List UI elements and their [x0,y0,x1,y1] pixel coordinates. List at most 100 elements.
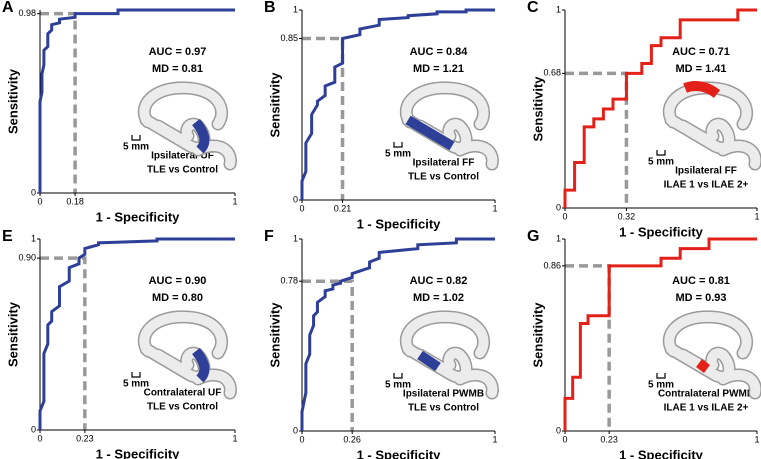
x-tick-label: 0.32 [618,211,636,221]
roc-curve [563,8,757,208]
tract-label: Ipsilateral PWMB [403,389,484,400]
roc-curve [563,237,757,431]
y-tick-label: 0 [31,424,36,434]
scale-bar [393,142,403,148]
y-tick-label: 1 [293,4,298,14]
y-tick-label: 0.78 [280,276,298,286]
y-axis-label: Sensitivity [267,302,282,368]
x-tick-label: 0 [562,434,567,444]
y-tick-label: 0 [31,187,36,197]
y-tick-label: 1 [293,233,298,243]
x-tick-label: 0 [37,433,42,443]
x-axis-label: 1 - Specificity [619,224,704,239]
y-tick-label: 0 [556,202,561,212]
tract-label: TLE vs Control [147,402,218,413]
cutoff-guide [302,36,345,200]
annotation: MD = 0.93 [675,292,726,304]
roc-curve [300,8,495,200]
y-tick-label: 1 [556,4,561,14]
tract-illustration [137,310,237,400]
tract-label: TLE vs Control [408,172,479,183]
x-axis-label: 1 - Specificity [96,209,181,224]
roc-curve [38,8,235,193]
tract-highlight [405,115,455,151]
x-tick-label: 1 [492,434,497,444]
tract-label: Contralateral PWMB [658,389,754,400]
x-tick-label: 0.21 [334,203,352,213]
x-axis-label: 1 - Specificity [96,446,181,459]
tract-illustration [662,81,761,171]
y-tick-label: 0 [293,425,298,435]
annotation: AUC = 0.71 [672,46,730,58]
tract-highlight [417,350,441,372]
cutoff-guide [302,279,354,431]
y-tick-label: 0.98 [18,8,36,18]
tract-label: Ipsilateral FF [413,158,475,169]
x-tick-label: 0.26 [343,434,361,444]
x-tick-label: 0 [299,434,304,444]
tube [401,82,498,169]
tract-illustration [399,81,499,171]
scale-bar [131,372,141,378]
x-tick-label: 0.23 [600,434,618,444]
tract-label: Ipsilateral FF [675,166,737,177]
annotation: MD = 1.41 [675,63,726,75]
scale-label: 5 mm [648,380,674,391]
panel-letter: A [2,0,14,16]
scale-bar [393,373,403,379]
x-tick-label: 0 [37,196,42,206]
tube [401,311,498,398]
x-axis-label: 1 - Specificity [357,447,442,459]
tract-label: ILAE 1 vs ILAE 2+ [664,180,749,191]
tract-illustration [399,310,499,400]
x-tick-label: 0 [299,203,304,213]
tract-label: TLE vs Control [147,165,218,176]
cutoff-guide [40,256,87,430]
panel-letter: E [2,228,13,245]
roc-curve [300,237,495,431]
scale-bar [131,135,141,141]
annotation: AUC = 0.81 [672,275,730,287]
x-tick-label: 1 [754,434,759,444]
y-axis-label: Sensitivity [267,72,282,138]
scale-label: 5 mm [123,379,149,390]
x-tick-label: 1 [232,196,237,206]
annotation: AUC = 0.90 [149,275,207,287]
cutoff-guide [40,11,77,193]
y-tick-label: 0.90 [18,252,36,262]
scale-bar [656,150,666,156]
annotation: AUC = 0.97 [149,46,207,58]
tube [664,311,761,398]
x-tick-label: 0.23 [76,433,94,443]
tract-illustration [137,81,237,171]
y-axis-label: Sensitivity [530,302,545,368]
panel-letter: B [264,0,276,16]
y-axis-label: Sensitivity [5,68,20,134]
y-tick-label: 0.86 [543,260,561,270]
x-axis-label: 1 - Specificity [619,447,704,459]
annotation: MD = 0.81 [152,63,203,75]
y-axis-label: Sensitivity [5,301,20,367]
scale-label: 5 mm [648,157,674,168]
annotation: MD = 1.21 [413,63,464,75]
x-tick-label: 1 [754,211,759,221]
annotation: AUC = 0.82 [410,275,468,287]
scale-label: 5 mm [123,142,149,153]
y-tick-label: 1 [31,233,36,243]
y-tick-label: 0.85 [280,33,298,43]
tract-label: Ipsilateral UF [151,151,214,162]
y-tick-label: 0 [293,194,298,204]
annotation: MD = 0.80 [152,292,203,304]
y-tick-label: 0 [556,425,561,435]
x-tick-label: 1 [492,203,497,213]
annotation: AUC = 0.84 [410,46,469,58]
tract-label: ILAE 1 vs ILAE 2+ [664,403,749,414]
cutoff-guide [565,264,611,431]
tract-label: TLE vs Control [408,403,479,414]
y-tick-label: 0.68 [543,68,561,78]
x-axis-label: 1 - Specificity [357,216,442,231]
tract-highlight [696,359,710,373]
scale-bar [656,373,666,379]
panel-letter: C [527,0,539,16]
